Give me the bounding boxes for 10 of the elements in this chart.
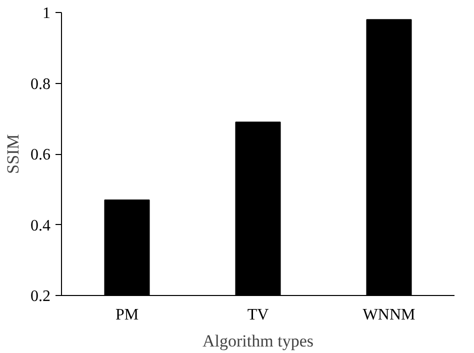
- x-tick-label: PM: [115, 306, 139, 324]
- x-tick-label: WNNM: [362, 306, 416, 324]
- y-axis-title: SSIM: [4, 134, 22, 174]
- y-tick-label: 0.4: [30, 217, 50, 234]
- y-tick-label: 0.6: [30, 146, 50, 164]
- x-axis-title: Algorithm types: [202, 332, 314, 350]
- y-tick-label: 1: [42, 5, 50, 22]
- x-tick-label: TV: [247, 306, 270, 324]
- y-tick-label: 0.2: [30, 288, 50, 305]
- y-tick-label: 0.8: [30, 76, 50, 93]
